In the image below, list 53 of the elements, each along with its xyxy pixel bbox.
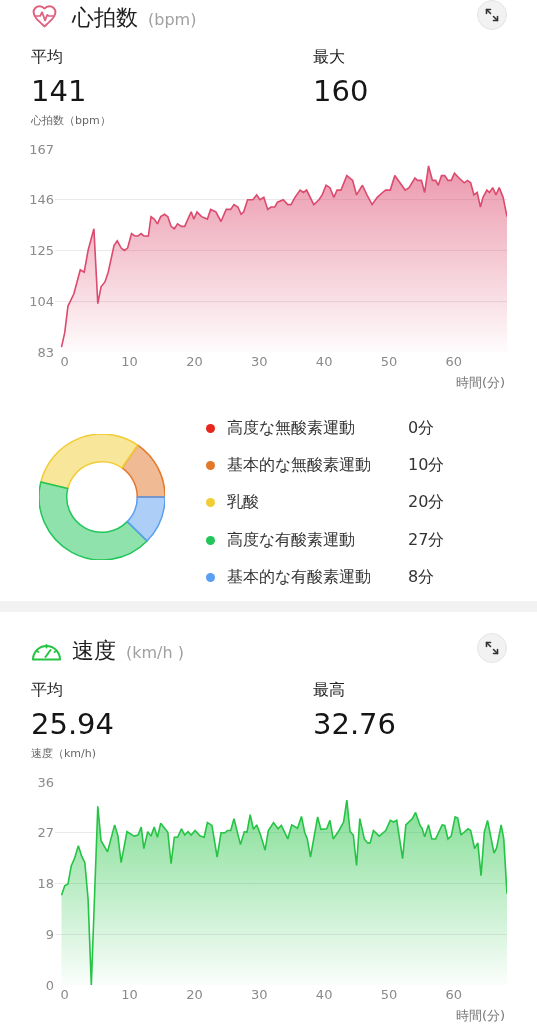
x-tick-label: 40 [315, 987, 333, 1002]
text: 160 [313, 74, 369, 108]
legend-label: 乳酸 [227, 492, 260, 514]
text: 0分 [408, 418, 435, 438]
legend-label: 基本的な有酸素運動 [227, 566, 372, 588]
donut-slice [40, 434, 139, 490]
chart-title: 速度 [72, 637, 116, 665]
x-tick-label: 60 [445, 987, 463, 1002]
donut-slice [39, 481, 148, 560]
x-tick-label: 0 [60, 354, 69, 369]
legend-label: 高度な無酸素運動 [227, 418, 356, 440]
text: 25.94 [31, 707, 115, 741]
x-tick-label: 50 [380, 354, 398, 369]
data-label: 27分 [408, 529, 445, 551]
donut-slice [126, 496, 165, 542]
x-tick-label: 60 [445, 354, 463, 369]
y-tick-label: 167 [29, 141, 54, 157]
y-tick-label: 36 [37, 774, 54, 790]
text: 最高 [313, 680, 345, 701]
x-tick-label: 30 [251, 987, 268, 1002]
y-tick-label: 9 [45, 926, 54, 942]
text: 32.76 [313, 707, 397, 741]
chart-subtitle: (km/h ) [126, 643, 184, 662]
x-axis-title: 時間(分) [456, 1008, 506, 1023]
y-tick-label: 104 [29, 293, 54, 309]
x-tick-label: 30 [251, 354, 268, 369]
y-tick-label: 18 [37, 876, 54, 892]
text: 141 [31, 74, 87, 108]
x-tick-label: 40 [315, 354, 333, 369]
text: 平均 [31, 47, 63, 68]
chart-subtitle: (bpm) [148, 10, 197, 29]
y-tick-label: 27 [37, 825, 54, 841]
x-tick-label: 0 [60, 987, 69, 1002]
x-tick-label: 20 [186, 354, 203, 369]
data-label: 20分 [408, 492, 445, 514]
legend-label: 高度な有酸素運動 [227, 529, 356, 551]
y-tick-label: 125 [29, 243, 54, 259]
x-axis-title: 時間(分) [456, 375, 506, 390]
y-axis-title: 心拍数（bpm） [31, 113, 111, 128]
data-label: 10分 [408, 455, 445, 477]
chart-title: 心拍数 [72, 4, 138, 32]
x-tick-label: 10 [121, 987, 138, 1002]
text: 平均 [31, 680, 63, 701]
x-tick-label: 10 [121, 354, 138, 369]
text: 最大 [313, 47, 345, 68]
y-tick-label: 83 [37, 344, 54, 360]
x-tick-label: 20 [186, 987, 203, 1002]
donut-slice [121, 444, 165, 498]
x-tick-label: 50 [380, 987, 398, 1002]
y-axis-title: 速度（km/h) [31, 746, 97, 761]
legend-label: 基本的な無酸素運動 [227, 455, 372, 477]
y-tick-label: 146 [29, 192, 54, 208]
data-label: 8分 [408, 566, 435, 588]
